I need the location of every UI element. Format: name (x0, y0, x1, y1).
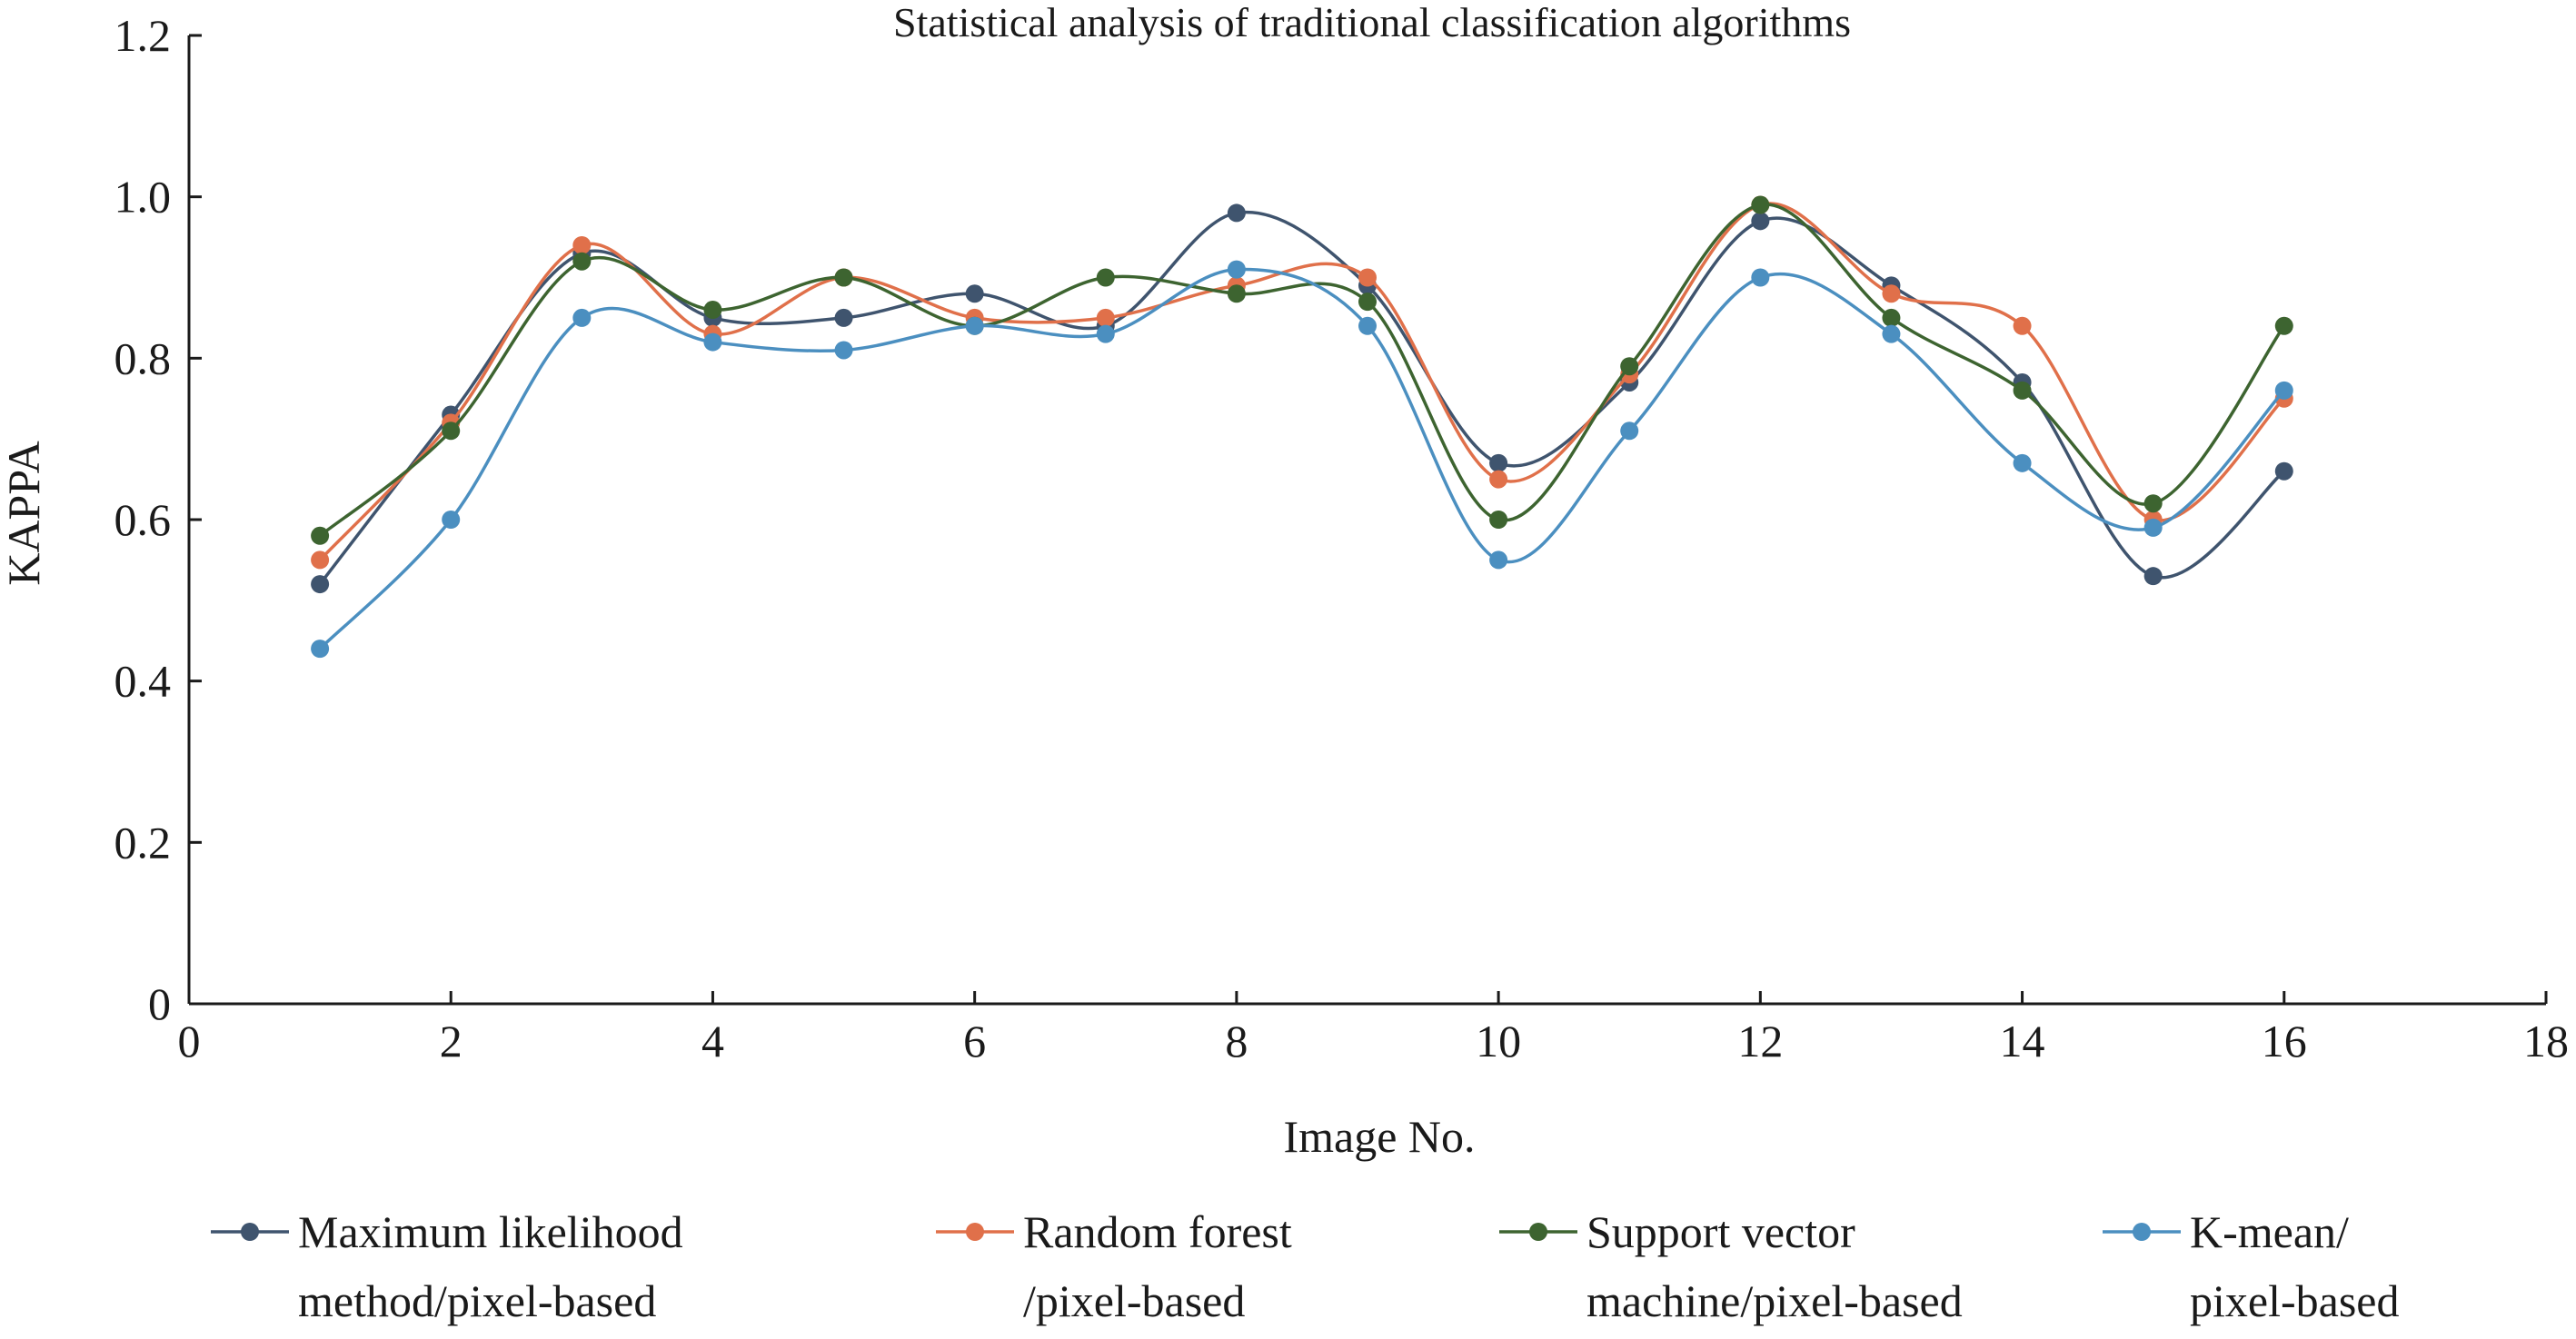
legend-label: /pixel-based (1023, 1275, 1245, 1326)
axes: 0 2 4 6 8 10 12 14 16 18 0 0.2 0.4 0.6 0.8 1.0 1.2 (114, 10, 2570, 1066)
data-point (834, 341, 853, 360)
data-point (572, 308, 592, 327)
x-axis-label: Image No. (1283, 1111, 1475, 1162)
data-point (834, 268, 853, 287)
data-point (442, 511, 461, 529)
data-point (1882, 308, 1901, 327)
data-point (311, 640, 330, 659)
y-tick-label: 0.2 (114, 817, 172, 868)
legend-label: Random forest (1023, 1206, 1292, 1257)
data-point (2013, 316, 2032, 335)
legend-swatch-marker (966, 1223, 984, 1241)
series-4 (311, 260, 2293, 659)
y-axis-label: KAPPA (0, 441, 49, 585)
legend-item: Support vector machine/pixel-based (1499, 1206, 1963, 1326)
y-tick-label: 0.6 (114, 494, 172, 545)
legend-label: Maximum likelihood (298, 1206, 683, 1257)
data-point (1489, 511, 1508, 529)
data-point (1096, 324, 1115, 343)
legend-label: Support vector (1586, 1206, 1855, 1257)
data-point (2013, 453, 2032, 472)
data-point (1096, 308, 1115, 327)
data-point (1489, 550, 1508, 570)
legend-label: K-mean/ (2190, 1206, 2349, 1257)
y-tick-label: 1.2 (114, 10, 172, 61)
legend-swatch-marker (2133, 1223, 2151, 1241)
y-tick-label: 0 (148, 978, 171, 1029)
data-point (965, 284, 984, 303)
chart-title: Statistical analysis of traditional clas… (893, 0, 1851, 45)
series-3 (311, 195, 2293, 545)
data-point (1751, 195, 1770, 214)
data-point (703, 332, 722, 352)
data-point (2143, 494, 2163, 513)
data-point (1489, 470, 1508, 489)
data-point (1358, 316, 1377, 335)
legend-item: Random forest/pixel-based (936, 1206, 1292, 1326)
data-point (1358, 268, 1377, 287)
data-point (2274, 461, 2293, 481)
legend-swatch-marker (241, 1223, 259, 1241)
series-line (318, 202, 2285, 561)
legend-label: pixel-based (2190, 1275, 2399, 1326)
data-point (834, 308, 853, 327)
data-point (1358, 293, 1377, 312)
x-tick-label: 2 (440, 1016, 462, 1066)
series-layer (311, 195, 2293, 659)
x-tick-label: 10 (1476, 1016, 1521, 1066)
data-point (1882, 284, 1901, 303)
data-point (1751, 212, 1770, 231)
data-point (1227, 260, 1246, 279)
data-point (2013, 381, 2032, 400)
data-point (572, 235, 592, 254)
y-tick-label: 1.0 (114, 172, 172, 223)
y-tick-label: 0.4 (114, 656, 172, 707)
x-tick-label: 0 (178, 1016, 201, 1066)
data-point (442, 422, 461, 441)
x-tick-label: 8 (1225, 1016, 1248, 1066)
legend-swatch-marker (1529, 1223, 1547, 1241)
data-point (1227, 203, 1246, 223)
data-point (1227, 284, 1246, 303)
data-point (1620, 422, 1639, 441)
data-point (311, 526, 330, 545)
x-tick-label: 12 (1737, 1016, 1783, 1066)
x-tick-label: 18 (2523, 1016, 2569, 1066)
data-point (1620, 357, 1639, 376)
data-point (1096, 268, 1115, 287)
data-point (965, 316, 984, 335)
data-point (2274, 316, 2293, 335)
y-tick-label: 0.8 (114, 332, 172, 383)
data-point (703, 301, 722, 320)
x-tick-label: 14 (2000, 1016, 2045, 1066)
data-point (2143, 518, 2163, 537)
data-point (1489, 453, 1508, 472)
data-point (1882, 324, 1901, 343)
data-point (1751, 268, 1770, 287)
data-point (2274, 381, 2293, 400)
data-point (2143, 567, 2163, 586)
x-tick-label: 4 (701, 1016, 724, 1066)
data-point (311, 550, 330, 570)
legend-item: Maximum likelihood method/pixel-based (211, 1206, 683, 1326)
data-point (572, 252, 592, 271)
series-1 (311, 203, 2293, 594)
legend: Maximum likelihood method/pixel-based Rand… (211, 1206, 2399, 1326)
legend-item: K-mean/pixel-based (2103, 1206, 2399, 1326)
x-tick-label: 6 (963, 1016, 986, 1066)
series-line (318, 267, 2286, 650)
x-tick-label: 16 (2262, 1016, 2307, 1066)
legend-label: machine/pixel-based (1586, 1275, 1963, 1326)
data-point (311, 575, 330, 594)
legend-label: method/pixel-based (298, 1275, 656, 1326)
